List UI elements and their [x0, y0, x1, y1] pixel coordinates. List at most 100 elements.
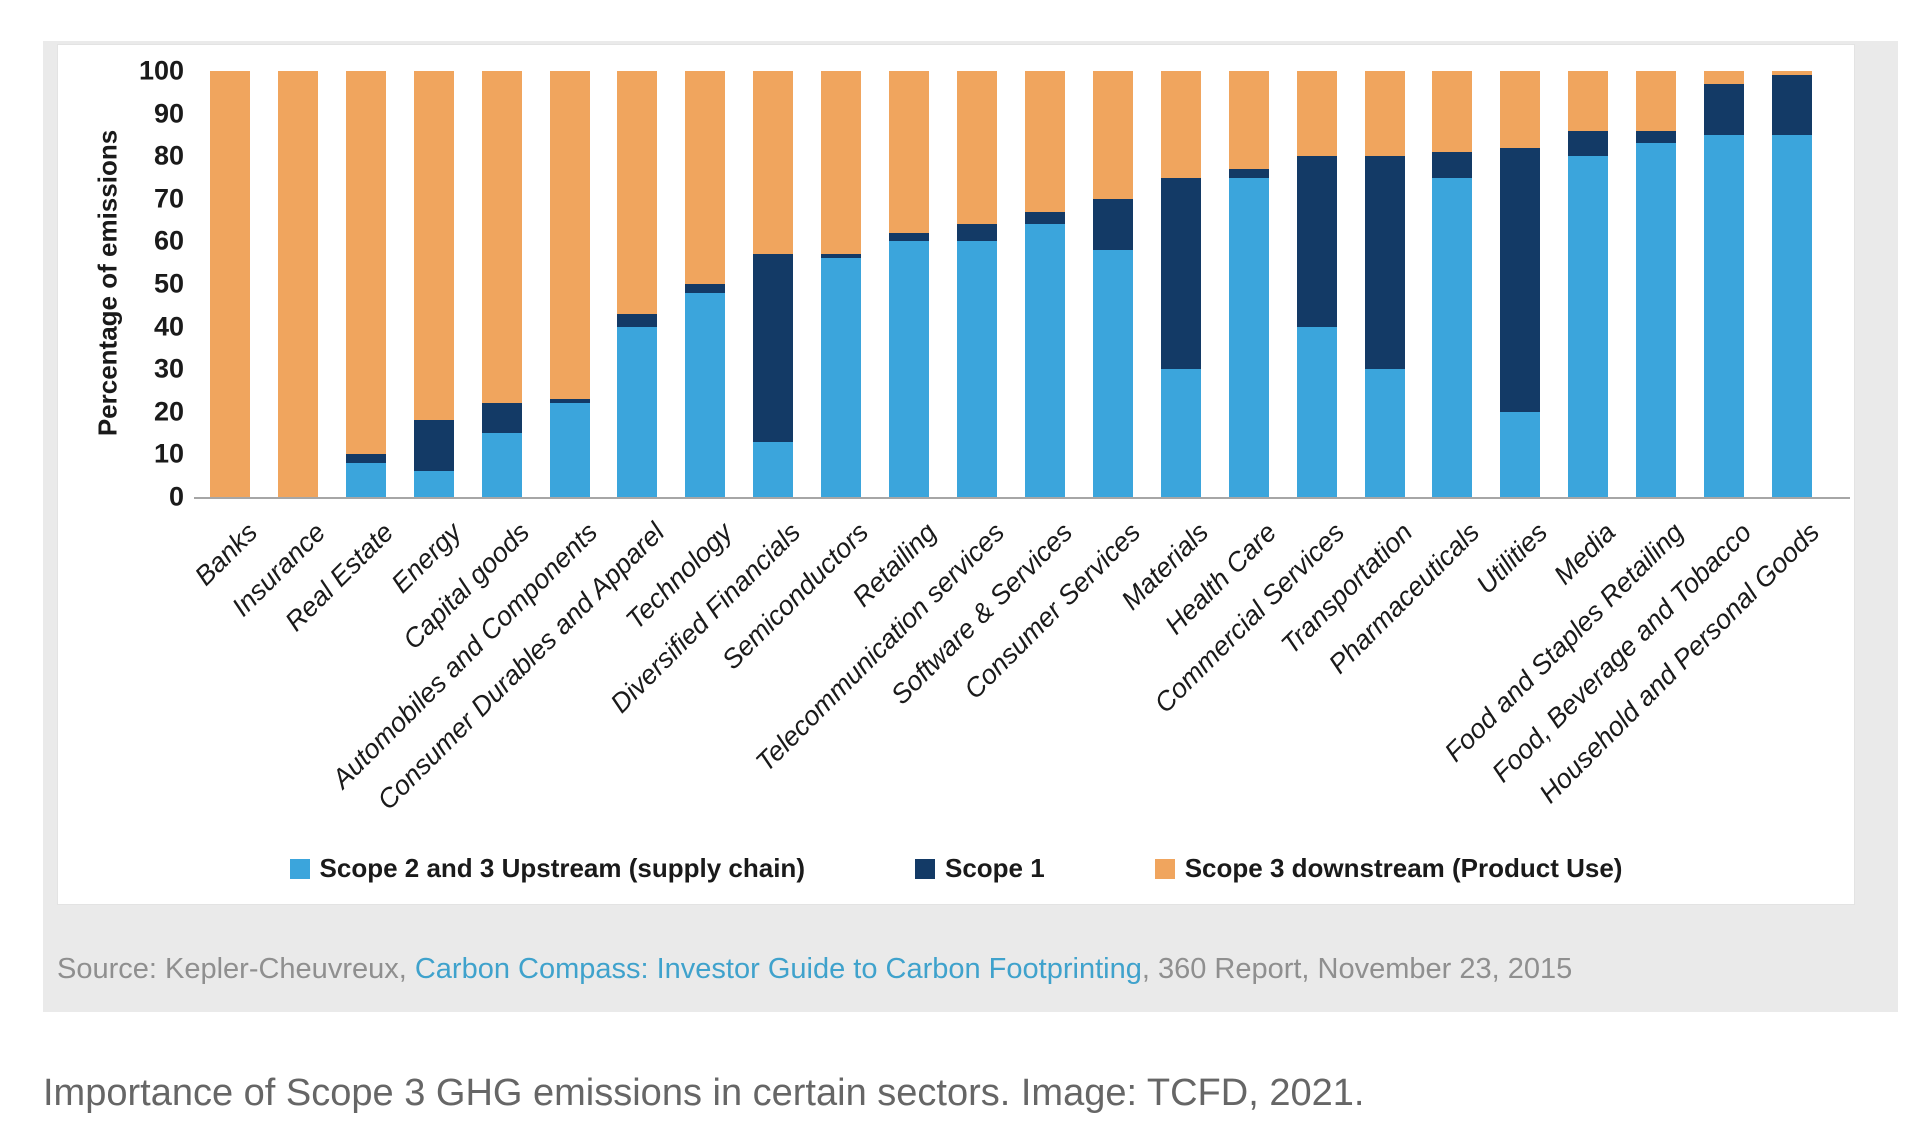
bar-transportation	[1364, 71, 1405, 497]
bar-segment	[753, 71, 794, 255]
bar-technology	[685, 71, 726, 497]
bar-segment	[1500, 71, 1541, 148]
bar-segment	[1160, 71, 1201, 178]
bar-segment	[345, 462, 386, 497]
y-tick-label: 20	[153, 396, 184, 427]
bar-segment	[1364, 369, 1405, 497]
bar-segment	[209, 71, 250, 497]
bar-segment	[1704, 134, 1745, 497]
bar-segment	[1092, 71, 1133, 199]
bar-real-estate	[345, 71, 386, 497]
bar-segment	[1636, 130, 1677, 144]
bar-commercial-services	[1296, 71, 1337, 497]
legend-swatch-icon	[914, 858, 935, 879]
bar-segment	[1500, 411, 1541, 497]
bar-banks	[209, 71, 250, 497]
figure-caption: Importance of Scope 3 GHG emissions in c…	[43, 1072, 1365, 1114]
bar-segment	[277, 71, 318, 497]
bar-segment	[1024, 211, 1065, 225]
bar-segment	[1568, 156, 1609, 497]
bar-software-services	[1024, 71, 1065, 497]
bar-materials	[1160, 71, 1201, 497]
bar-retailing	[889, 71, 930, 497]
bar-insurance	[277, 71, 318, 497]
y-tick-label: 90	[153, 98, 184, 129]
bar-segment	[1160, 369, 1201, 497]
y-tick-label: 80	[153, 140, 184, 171]
legend-item: Scope 2 and 3 Upstream (supply chain)	[289, 853, 805, 884]
plot-area	[196, 71, 1826, 497]
bar-segment	[685, 292, 726, 497]
bar-segment	[1296, 326, 1337, 497]
bar-consumer-services	[1092, 71, 1133, 497]
bar-energy	[413, 71, 454, 497]
bar-segment	[1364, 71, 1405, 157]
bar-segment	[1228, 168, 1269, 178]
bar-segment	[481, 433, 522, 497]
bar-segment	[481, 71, 522, 404]
bar-food-beverage-and-tobacco	[1704, 71, 1745, 497]
bar-segment	[753, 254, 794, 442]
bar-consumer-durables-and-apparel	[617, 71, 658, 497]
bar-segment	[1228, 177, 1269, 497]
x-axis-label: Food, Beverage and Tobacco	[1486, 517, 1758, 789]
source-suffix: , 360 Report, November 23, 2015	[1141, 953, 1573, 985]
bar-food-and-staples-retailing	[1636, 71, 1677, 497]
y-tick-label: 10	[153, 438, 184, 469]
bar-segment	[549, 403, 590, 497]
bar-segment	[1432, 151, 1473, 178]
bar-segment	[821, 254, 862, 259]
legend-item: Scope 1	[914, 853, 1045, 884]
chart-legend: Scope 2 and 3 Upstream (supply chain) Sco…	[58, 853, 1854, 884]
bar-segment	[1228, 71, 1269, 169]
bar-media	[1568, 71, 1609, 497]
bar-segment	[1024, 71, 1065, 212]
bar-semiconductors	[821, 71, 862, 497]
bar-pharmaceuticals	[1432, 71, 1473, 497]
bar-automobiles-and-components	[549, 71, 590, 497]
bar-segment	[889, 71, 930, 233]
bar-segment	[1296, 156, 1337, 327]
bar-segment	[1636, 143, 1677, 497]
bar-segment	[1024, 224, 1065, 497]
legend-swatch-icon	[289, 858, 310, 879]
source-link[interactable]: Carbon Compass: Investor Guide to Carbon…	[414, 953, 1142, 985]
y-tick-label: 70	[153, 183, 184, 214]
bar-segment	[1772, 71, 1813, 76]
bar-segment	[1160, 177, 1201, 370]
bar-segment	[821, 71, 862, 255]
legend-label: Scope 1	[944, 853, 1045, 883]
bar-segment	[1636, 71, 1677, 131]
bar-segment	[889, 241, 930, 497]
bar-segment	[549, 71, 590, 400]
bar-household-and-personal-goods	[1772, 71, 1813, 497]
bar-segment	[1092, 249, 1133, 497]
bar-segment	[1364, 156, 1405, 370]
bar-segment	[821, 258, 862, 497]
bar-segment	[345, 71, 386, 455]
stacked-bar-chart: Percentage of emissions 0 10 20 30 40 50 60 70 8…	[57, 44, 1855, 905]
bar-segment	[957, 224, 998, 242]
bar-segment	[1296, 71, 1337, 157]
bar-segment	[1092, 198, 1133, 250]
x-axis-label: Household and Personal Goods	[1533, 517, 1826, 809]
bar-segment	[549, 399, 590, 404]
y-tick-label: 100	[138, 55, 184, 86]
bar-segment	[1432, 71, 1473, 152]
bar-segment	[413, 471, 454, 497]
y-tick-label: 0	[168, 481, 184, 512]
bar-segment	[617, 71, 658, 314]
source-line: Source: Kepler-Cheuvreux, Carbon Compass…	[57, 953, 1837, 986]
y-tick-label: 30	[153, 353, 184, 384]
bar-segment	[481, 403, 522, 434]
bar-segment	[1772, 75, 1813, 135]
x-axis-line	[194, 497, 1850, 499]
bar-health-care	[1228, 71, 1269, 497]
bar-segment	[889, 232, 930, 242]
source-prefix: Source: Kepler-Cheuvreux,	[57, 953, 415, 985]
bar-segment	[617, 326, 658, 497]
bar-segment	[413, 71, 454, 421]
bar-segment	[1568, 71, 1609, 131]
bar-segment	[1772, 134, 1813, 497]
bar-segment	[685, 284, 726, 293]
